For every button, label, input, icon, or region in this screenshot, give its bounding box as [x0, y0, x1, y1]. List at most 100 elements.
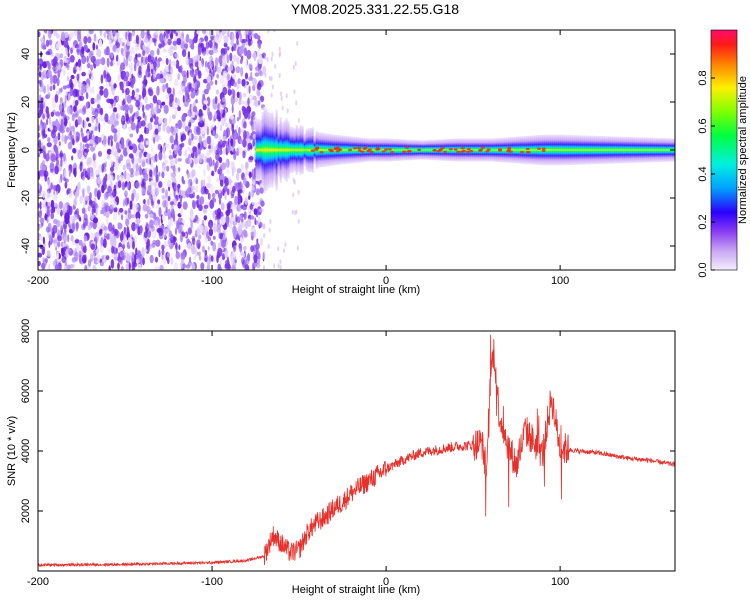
noise-blob — [57, 241, 61, 248]
noise-blob — [128, 126, 131, 132]
noise-blob — [175, 59, 180, 69]
noise-blob — [143, 38, 149, 43]
noise-blob — [153, 136, 156, 144]
snr-y-label: SNR (10 * v/v) — [6, 416, 18, 486]
noise-blob — [206, 264, 211, 270]
band-column — [519, 136, 522, 164]
band-core-blob — [406, 150, 411, 153]
noise-blob — [172, 40, 177, 46]
noise-blob — [224, 229, 227, 239]
noise-blob — [208, 49, 214, 55]
noise-blob — [147, 198, 150, 206]
colorbar-tick-label: 0.2 — [697, 214, 709, 229]
noise-blob — [156, 203, 159, 210]
noise-blob — [196, 75, 199, 80]
band-core-blob — [525, 147, 530, 151]
band-column — [365, 138, 368, 162]
noise-blob — [158, 181, 163, 188]
noise-blob — [143, 231, 148, 239]
noise-blob — [247, 97, 250, 107]
band-column — [561, 134, 564, 166]
band-core-blob — [335, 146, 340, 149]
band-column — [283, 120, 286, 180]
noise-blob — [187, 170, 190, 179]
noise-blob — [253, 33, 259, 39]
noise-blob — [56, 219, 61, 228]
noise-blob — [248, 171, 252, 179]
noise-blob — [175, 251, 181, 260]
noise-blob — [217, 218, 220, 225]
noise-blob — [166, 125, 171, 134]
noise-blob — [101, 222, 105, 228]
noise-blob — [207, 246, 210, 251]
noise-blob — [204, 60, 208, 69]
band-column — [257, 118, 260, 182]
noise-blob — [250, 215, 255, 220]
noise-blob — [42, 236, 46, 245]
noise-blob — [85, 91, 89, 100]
noise-blob — [176, 38, 182, 46]
noise-blob — [184, 43, 189, 49]
noise-blob — [251, 168, 256, 179]
spectrogram-x-label: Height of straight line (km) — [292, 284, 420, 296]
noise-blob — [90, 200, 96, 208]
band-column — [445, 139, 448, 161]
noise-blob — [39, 108, 44, 115]
noise-blob — [67, 234, 70, 243]
noise-blob — [48, 39, 53, 46]
noise-blob — [203, 215, 207, 221]
noise-blob — [238, 91, 242, 102]
noise-blob — [271, 51, 274, 57]
noise-blob — [52, 74, 58, 85]
noise-blob — [159, 33, 164, 43]
y-tick-label: 6000 — [20, 379, 32, 403]
band-column — [459, 138, 462, 162]
noise-blob — [75, 243, 82, 251]
band-core-blob — [315, 146, 320, 149]
noise-blob — [113, 99, 116, 107]
band-column — [551, 134, 554, 166]
noise-blob — [256, 238, 259, 244]
noise-blob — [100, 57, 106, 66]
spectrogram-noise — [38, 30, 300, 270]
noise-blob — [267, 243, 270, 249]
noise-blob — [52, 194, 58, 201]
noise-blob — [250, 114, 254, 123]
noise-blob — [145, 103, 151, 111]
noise-blob — [64, 261, 68, 266]
noise-blob — [158, 150, 163, 161]
noise-blob — [170, 205, 174, 212]
band-column — [557, 134, 560, 166]
band-column — [411, 139, 414, 161]
noise-blob — [165, 34, 169, 39]
noise-blob — [184, 125, 188, 132]
noise-blob — [46, 118, 49, 126]
noise-blob — [227, 30, 230, 33]
noise-blob — [64, 168, 68, 179]
noise-blob — [170, 66, 173, 76]
noise-blob — [140, 120, 146, 127]
noise-blob — [162, 154, 167, 160]
colorbar-tick-label: 0.8 — [697, 70, 709, 85]
noise-blob — [59, 124, 63, 133]
noise-blob — [120, 105, 123, 111]
noise-blob — [191, 245, 196, 255]
band-column — [641, 137, 644, 163]
noise-blob — [286, 108, 289, 114]
noise-blob — [241, 78, 246, 87]
noise-blob — [239, 58, 243, 64]
noise-blob — [171, 172, 177, 178]
noise-blob — [224, 192, 227, 201]
noise-blob — [63, 114, 67, 122]
noise-blob — [163, 159, 169, 164]
noise-blob — [248, 30, 254, 37]
noise-blob — [46, 190, 50, 199]
noise-blob — [158, 117, 163, 124]
noise-blob — [95, 118, 99, 123]
noise-blob — [121, 42, 126, 47]
noise-blob — [242, 230, 248, 236]
noise-blob — [87, 186, 91, 192]
noise-blob — [186, 70, 189, 79]
band-column — [259, 120, 262, 180]
noise-blob — [129, 167, 132, 172]
